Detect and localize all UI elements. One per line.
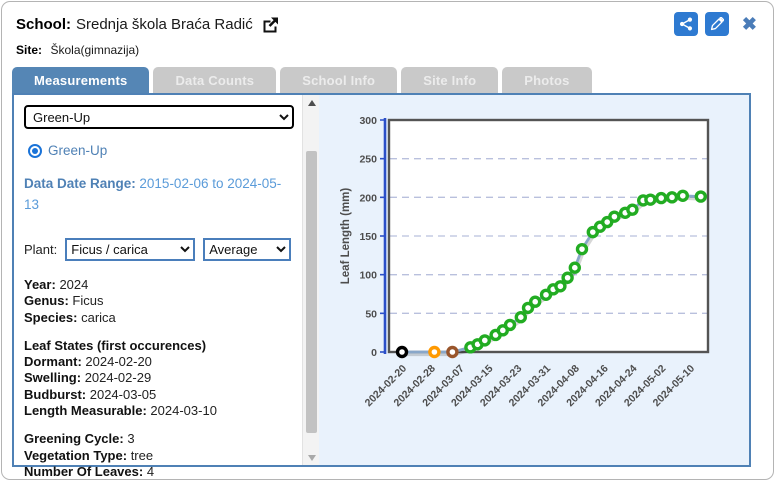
site-name: Škola(gimnazija) [50, 43, 140, 57]
genus-line: Genus: Ficus [24, 293, 104, 309]
svg-text:0: 0 [371, 347, 377, 359]
date-range-label: Data Date Range: [24, 176, 136, 191]
measurement-type-select[interactable]: Green-Up [24, 105, 294, 129]
header: School: Srednja škola Braća Radić [2, 2, 773, 59]
tab-bar: Measurements Data Counts School Info Sit… [2, 67, 773, 93]
svg-text:300: 300 [359, 115, 377, 127]
svg-text:200: 200 [359, 192, 377, 204]
tab-site-info[interactable]: Site Info [401, 67, 499, 93]
length-measurable-line: Length Measurable: 2024-03-10 [24, 403, 217, 419]
budburst-line: Budburst: 2024-03-05 [24, 386, 157, 402]
svg-text:100: 100 [359, 270, 377, 282]
chart-panel: 0 50 100 150 200 250 300 Leaf Length (mm) 2024-0… [319, 95, 749, 465]
greenup-radio[interactable] [28, 143, 42, 158]
svg-text:250: 250 [359, 154, 377, 166]
aggregation-select[interactable]: Average [203, 237, 292, 261]
plant-label: Plant: [24, 241, 58, 257]
dormant-line: Dormant: 2024-02-20 [24, 354, 152, 370]
pencil-icon [710, 17, 724, 31]
species-line: Species: carica [24, 309, 116, 325]
tab-measurements[interactable]: Measurements [12, 67, 150, 93]
svg-text:150: 150 [359, 231, 377, 243]
school-label: School: [16, 15, 71, 33]
share-icon [679, 17, 692, 31]
external-link-icon[interactable] [261, 16, 280, 33]
measurement-sidebar: Green-Up Green-Up Data Date Range: 2015-… [14, 95, 319, 479]
svg-text:50: 50 [365, 308, 377, 320]
site-label: Site: [16, 43, 43, 57]
plant-info: Year: 2024 Genus: Ficus Species: carica … [24, 276, 294, 480]
year-line: Year: 2024 [24, 276, 89, 292]
plant-select[interactable]: Ficus / carica [65, 237, 196, 261]
scrollbar-up-arrow-icon[interactable] [303, 95, 320, 110]
leaf-states-heading: Leaf States (first occurences) [24, 337, 207, 353]
tab-school-info[interactable]: School Info [280, 67, 398, 93]
edit-button[interactable] [704, 12, 729, 36]
tab-photos[interactable]: Photos [502, 67, 592, 93]
share-button[interactable] [673, 12, 698, 36]
vegetation-type-line: Vegetation Type: tree [24, 447, 154, 463]
tab-data-counts[interactable]: Data Counts [153, 67, 277, 93]
greenup-radio-label: Green-Up [48, 143, 108, 158]
school-name: Srednja škola Braća Radić [76, 15, 253, 33]
measurements-panel: Green-Up Green-Up Data Date Range: 2015-… [12, 93, 751, 479]
number-of-leaves-line: Number Of Leaves: 4 [24, 464, 155, 480]
sidebar-scrollbar[interactable] [302, 95, 319, 465]
scrollbar-thumb[interactable] [306, 151, 317, 433]
date-range-value: 2015-02-06 to 2024-05-13 [24, 176, 282, 212]
svg-text:Leaf Length (mm): Leaf Length (mm) [340, 188, 352, 285]
close-icon[interactable]: ✖ [741, 14, 757, 34]
swelling-line: Swelling: 2024-02-29 [24, 370, 152, 386]
greening-cycle-line: Greening Cycle: 3 [24, 431, 135, 447]
scrollbar-down-arrow-icon[interactable] [303, 450, 320, 465]
